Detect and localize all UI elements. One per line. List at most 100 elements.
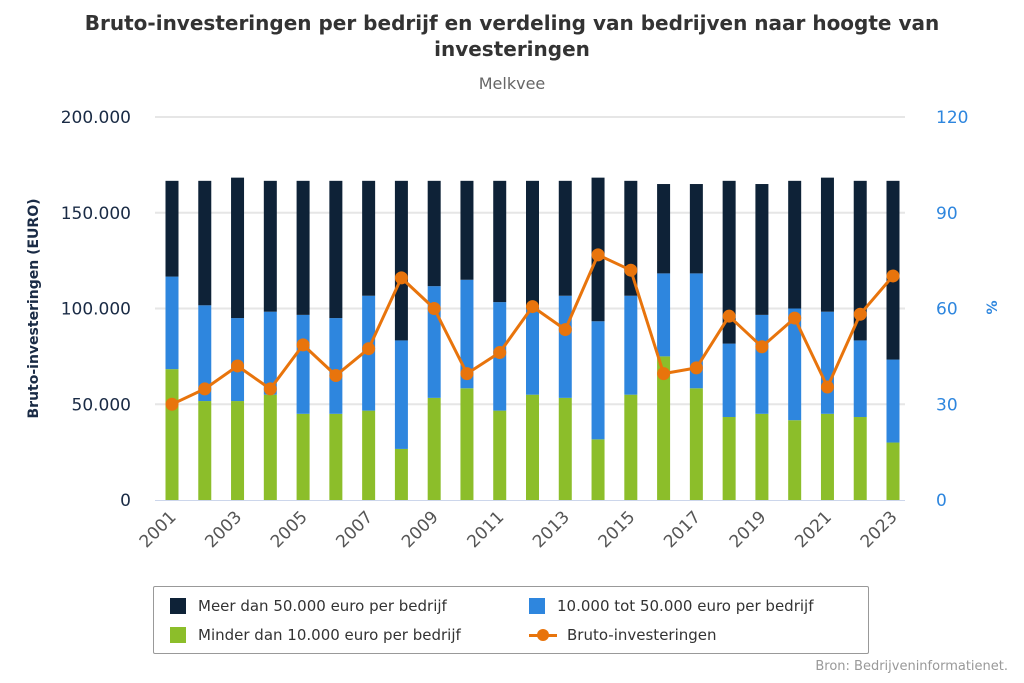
bar-segment-10k-50k: [460, 279, 474, 389]
legend-label-below-10k: Minder dan 10.000 euro per bedrijf: [198, 626, 461, 644]
x-tick-label: 2013: [529, 507, 574, 552]
line-point-bruto-investeringen: [624, 263, 638, 277]
line-point-bruto-investeringen: [820, 380, 834, 394]
y-tick-label-left: 150.000: [61, 204, 131, 224]
bar-segment-10k-50k: [198, 305, 212, 402]
bar-segment-below-10k: [591, 439, 605, 500]
bar-segment-10k-50k: [165, 276, 179, 370]
bar-segment-10k-50k: [886, 359, 900, 443]
y-tick-label-right: 120: [936, 108, 968, 128]
y-tick-label-left: 50.000: [72, 395, 131, 415]
x-tick-label: 2023: [857, 507, 902, 552]
bar-segment-below-10k: [689, 388, 703, 500]
bar-segment-above-50k: [853, 180, 867, 341]
line-point-bruto-investeringen: [460, 367, 474, 381]
x-tick-label: 2003: [201, 507, 246, 552]
bar-segment-below-10k: [362, 410, 376, 500]
x-tick-label: 2001: [136, 507, 181, 552]
chart-title: Bruto-investeringen per bedrijf en verde…: [84, 11, 940, 61]
bar-segment-10k-50k: [329, 318, 343, 414]
bar-segment-10k-50k: [296, 314, 310, 414]
bar-segment-above-50k: [558, 180, 572, 296]
bar-segment-above-50k: [460, 180, 474, 280]
legend-item-10k-50k[interactable]: 10.000 tot 50.000 euro per bedrijf: [529, 597, 813, 615]
y-tick-label-right: 30: [936, 395, 958, 415]
line-point-bruto-investeringen: [263, 382, 277, 396]
bar-segment-10k-50k: [722, 343, 736, 418]
y-tick-label-right: 0: [936, 491, 947, 511]
y-tick-label-left: 0: [120, 491, 131, 511]
bar-segment-10k-50k: [689, 273, 703, 389]
bar-segment-below-10k: [657, 356, 671, 500]
line-point-bruto-investeringen: [231, 359, 245, 373]
y-axis-title-right: %: [985, 300, 1001, 314]
bar-segment-below-10k: [493, 410, 507, 500]
x-tick-label: 2011: [464, 507, 509, 552]
bar-segment-below-10k: [886, 442, 900, 500]
x-tick-label: 2009: [398, 507, 443, 552]
bar-segment-below-10k: [296, 413, 310, 500]
legend-swatch-below-10k: [170, 627, 186, 643]
line-point-bruto-investeringen: [394, 271, 408, 285]
bar-segment-below-10k: [460, 388, 474, 500]
line-point-bruto-investeringen: [427, 302, 441, 315]
bar-segment-below-10k: [853, 417, 867, 500]
y-tick-label-right: 60: [936, 300, 958, 320]
bar-segment-above-50k: [722, 180, 736, 344]
bar-segment-above-50k: [231, 177, 245, 319]
bar-segment-10k-50k: [853, 340, 867, 418]
bar-segment-10k-50k: [263, 311, 277, 395]
bar-segment-below-10k: [624, 394, 638, 500]
bar-segment-10k-50k: [526, 308, 539, 395]
chart-legend: Meer dan 50.000 euro per bedrijf 10.000 …: [153, 586, 869, 654]
line-point-bruto-investeringen: [853, 307, 867, 321]
line-point-bruto-investeringen: [657, 367, 671, 381]
x-tick-label: 2021: [791, 507, 836, 552]
legend-item-above-50k[interactable]: Meer dan 50.000 euro per bedrijf: [170, 597, 447, 615]
bar-segment-above-50k: [788, 180, 802, 309]
bar-segment-above-50k: [165, 180, 179, 277]
line-point-bruto-investeringen: [198, 382, 212, 396]
chart-subtitle: Melkvee: [478, 74, 546, 93]
bar-segment-below-10k: [329, 413, 343, 500]
bar-segment-above-50k: [755, 184, 769, 315]
bar-segment-below-10k: [788, 420, 802, 500]
legend-swatch-above-50k: [170, 598, 186, 614]
bar-segment-10k-50k: [624, 295, 638, 395]
legend-swatch-bruto: [529, 627, 557, 643]
bar-segment-below-10k: [231, 401, 245, 500]
y-tick-label-left: 100.000: [61, 300, 131, 320]
bar-segment-10k-50k: [558, 295, 572, 398]
x-tick-label: 2007: [332, 507, 377, 552]
x-tick-label: 2005: [267, 507, 312, 552]
line-point-bruto-investeringen: [591, 248, 605, 262]
bar-segment-above-50k: [427, 180, 441, 287]
legend-item-bruto[interactable]: Bruto-investeringen: [529, 626, 717, 644]
bar-segment-below-10k: [165, 369, 179, 500]
bar-segment-below-10k: [820, 413, 834, 500]
line-point-bruto-investeringen: [362, 342, 376, 356]
bar-segment-10k-50k: [788, 308, 802, 421]
bar-segment-below-10k: [427, 397, 441, 500]
x-tick-label: 2019: [726, 507, 771, 552]
legend-swatch-10k-50k: [529, 598, 545, 614]
bar-segment-10k-50k: [820, 311, 834, 414]
x-tick-label: 2015: [595, 507, 640, 552]
bar-segment-above-50k: [526, 180, 539, 309]
bar-segment-10k-50k: [394, 340, 408, 449]
legend-item-below-10k[interactable]: Minder dan 10.000 euro per bedrijf: [170, 626, 461, 644]
source-credit[interactable]: Bron: Bedrijveninformatienet.: [815, 659, 1008, 674]
legend-label-10k-50k: 10.000 tot 50.000 euro per bedrijf: [557, 597, 814, 615]
line-point-bruto-investeringen: [689, 361, 703, 375]
y-axis-title-left: Bruto-investeringen (EURO): [26, 198, 42, 418]
line-point-bruto-investeringen: [788, 311, 802, 325]
bar-segment-above-50k: [362, 180, 376, 296]
bar-segment-above-50k: [296, 180, 310, 315]
x-tick-label: 2017: [660, 507, 705, 552]
line-point-bruto-investeringen: [886, 269, 900, 283]
bar-segment-above-50k: [820, 177, 834, 312]
line-point-bruto-investeringen: [722, 309, 736, 323]
bar-segment-below-10k: [722, 417, 736, 500]
bar-segment-above-50k: [394, 180, 408, 341]
